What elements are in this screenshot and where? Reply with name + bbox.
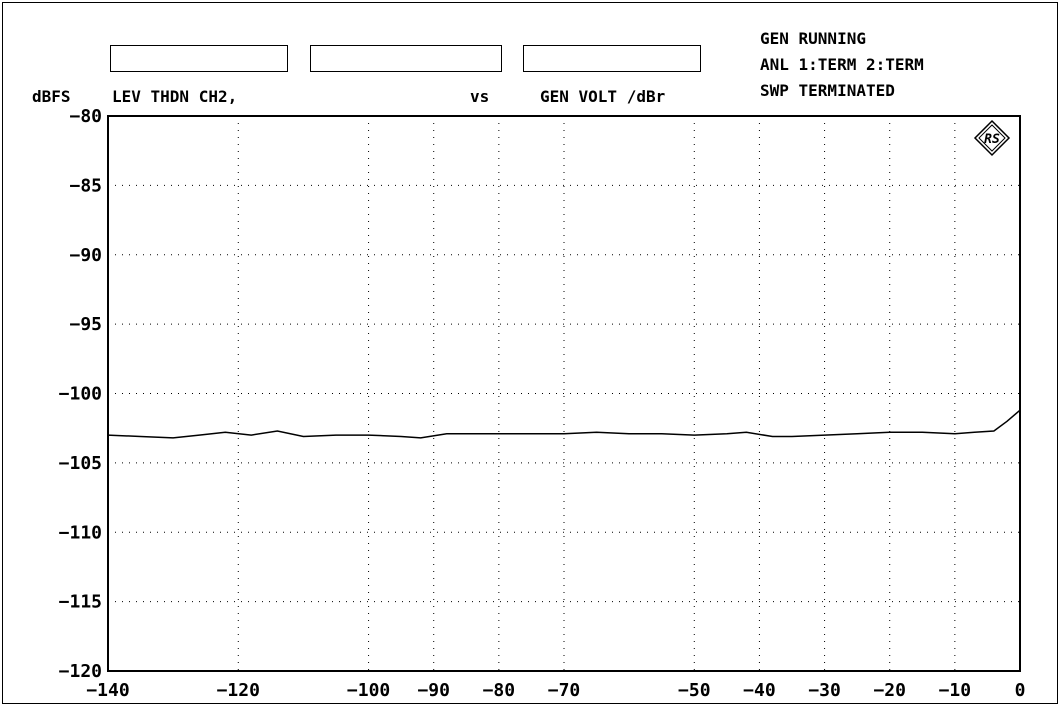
- status-anl: ANL 1:TERM 2:TERM: [760, 55, 924, 74]
- logo-diamond-inner: [978, 124, 1006, 152]
- y-tick-label-5: −105: [59, 453, 102, 474]
- x-tick-labels: −140 −120 −100 −90 −80 −70 −50 −40 −30 −20 −10 0: [86, 680, 1025, 701]
- y-tick-label-1: −85: [69, 175, 102, 196]
- trace-label: LEV THDN CH2,: [112, 87, 238, 106]
- y-tick-label-4: −100: [59, 384, 102, 405]
- x-tick-label-9: −20: [873, 680, 906, 701]
- y-axis-unit-label: dBFS: [32, 87, 71, 106]
- y-tick-label-8: −120: [59, 661, 102, 682]
- x-tick-label-4: −80: [483, 680, 516, 701]
- rohde-schwarz-logo-icon: RS: [973, 119, 1011, 157]
- logo-text: RS: [984, 132, 1000, 147]
- grid-lines: [108, 116, 1020, 671]
- status-gen: GEN RUNNING: [760, 29, 866, 48]
- y-tick-labels: −80 −85 −90 −95 −100 −105 −110 −115 −120: [59, 106, 102, 682]
- y-tick-label-2: −90: [69, 245, 102, 266]
- logo-diamond: [973, 119, 1011, 157]
- info-box-1[interactable]: [110, 45, 288, 72]
- vs-label: vs: [470, 87, 490, 106]
- status-sweep: SWP TERMINATED: [760, 81, 895, 100]
- info-box-2[interactable]: [310, 45, 502, 72]
- y-tick-label-3: −95: [69, 314, 102, 335]
- y-tick-label-7: −115: [59, 592, 102, 613]
- x-tick-label-10: −10: [939, 680, 972, 701]
- x-tick-label-0: −140: [86, 680, 129, 701]
- y-tick-label-6: −110: [59, 522, 102, 543]
- x-tick-label-5: −70: [548, 680, 581, 701]
- info-box-3[interactable]: [523, 45, 701, 72]
- x-tick-label-1: −120: [217, 680, 260, 701]
- x-tick-label-3: −90: [417, 680, 450, 701]
- x-tick-label-2: −100: [347, 680, 390, 701]
- plot-area-border: [107, 115, 1021, 672]
- x-tick-label-7: −40: [743, 680, 776, 701]
- x-tick-label-6: −50: [678, 680, 711, 701]
- y-tick-label-0: −80: [69, 106, 102, 127]
- series-lines: [107, 409, 1021, 439]
- series-line-0: [107, 409, 1021, 439]
- x-axis-unit-label: GEN VOLT ∕dBr: [540, 87, 666, 106]
- x-tick-label-11: 0: [1015, 680, 1026, 701]
- x-tick-label-8: −30: [808, 680, 841, 701]
